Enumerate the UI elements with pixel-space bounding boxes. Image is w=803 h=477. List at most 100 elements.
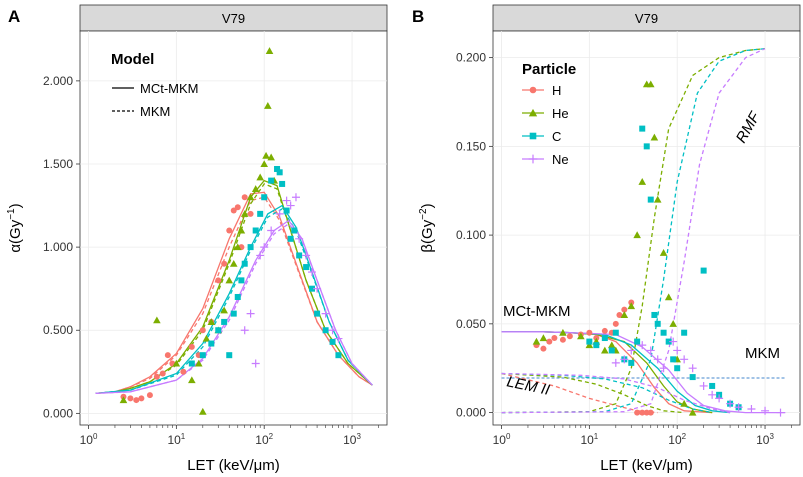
data-point-ne [321, 309, 330, 318]
data-point-c [322, 327, 329, 334]
data-point-c [247, 244, 254, 251]
data-point-h [226, 227, 233, 234]
panel-a-plot-area [79, 30, 388, 426]
data-point-c [681, 329, 688, 336]
lem-curve-he [501, 372, 685, 414]
x-tick-label: 100 [80, 432, 98, 447]
data-point-h [546, 338, 553, 345]
data-point-c [238, 277, 245, 284]
data-point-c [230, 310, 237, 317]
data-point-he [262, 151, 270, 159]
data-point-he [225, 276, 234, 284]
data-point-h [199, 327, 206, 334]
data-point-c [234, 293, 241, 300]
data-point-h [180, 368, 187, 375]
data-point-ne [747, 405, 756, 414]
panel-b-y-axis-label: β(Gy−2) [418, 203, 436, 252]
data-point-c [296, 252, 303, 259]
data-point-h [241, 194, 248, 201]
rmf-curve-c [501, 48, 766, 414]
data-point-c [647, 196, 654, 203]
panel-b-plot-area [492, 30, 801, 426]
data-point-h [164, 352, 171, 359]
legend-entry-ne: Ne [552, 152, 569, 167]
y-tick-label: 0.200 [456, 51, 486, 65]
panel-a-gridlines [80, 31, 387, 425]
data-point-h [153, 373, 160, 380]
data-point-c [252, 227, 259, 234]
panel-b-strip-label: V79 [635, 11, 658, 26]
data-point-h [234, 204, 241, 211]
data-point-he [119, 396, 128, 404]
data-point-c [660, 329, 667, 336]
data-point-h [230, 207, 237, 214]
data-point-h [146, 392, 153, 399]
data-point-c [241, 260, 248, 267]
y-tick-label: 0.000 [43, 406, 73, 420]
data-point-he [680, 399, 688, 407]
data-point-h [616, 311, 623, 318]
y-tick-label: 0.500 [43, 323, 73, 337]
annotation-mctmkm: MCt-MKM [503, 303, 571, 320]
data-point-he [251, 185, 260, 192]
data-point-c [639, 125, 646, 132]
y-tick-label: 0.000 [456, 406, 486, 420]
data-point-c [700, 267, 707, 274]
data-point-h [221, 260, 228, 267]
data-point-c [612, 329, 619, 336]
data-point-c [291, 227, 298, 234]
data-point-ne [726, 399, 735, 408]
data-point-c [314, 310, 321, 317]
data-point-c [279, 180, 286, 187]
panel-a-y-axis-label: α(Gy−1) [6, 203, 24, 252]
data-point-ne [715, 394, 724, 403]
x-tick-label: 101 [167, 432, 185, 447]
data-point-he [659, 249, 668, 256]
data-point-he [220, 306, 228, 314]
data-point-he [559, 328, 567, 336]
data-point-he [153, 316, 161, 324]
x-tick-label: 103 [756, 432, 774, 447]
data-point-ne [240, 326, 249, 335]
data-point-c [335, 352, 342, 359]
data-point-h [138, 395, 145, 402]
data-point-ne [286, 201, 295, 210]
data-point-he [539, 334, 548, 342]
data-point-h [159, 370, 166, 377]
y-tick-label: 1.000 [43, 240, 73, 254]
data-point-he [646, 80, 655, 88]
data-point-c [303, 264, 310, 271]
data-point-c [689, 374, 696, 381]
data-point-ne [669, 337, 678, 346]
panel-a-legend-title: Model [111, 51, 154, 68]
data-point-h [551, 335, 558, 342]
data-point-c [670, 356, 677, 363]
panel-b-x-ticks: 100 101 102 103 [493, 425, 792, 447]
panel-b-x-axis-label: LET (keV/μm) [600, 457, 693, 474]
data-point-ne [761, 406, 770, 415]
legend-entry-h: H [552, 83, 561, 98]
data-point-h [540, 345, 547, 352]
data-point-he [577, 332, 585, 340]
legend-swatch-marker-h [529, 86, 537, 94]
data-point-he [669, 320, 677, 327]
annotation-mkm: MKM [745, 345, 780, 362]
data-point-c [208, 340, 215, 347]
data-point-he [607, 341, 616, 349]
data-point-he [199, 407, 207, 415]
data-point-ne [673, 346, 682, 355]
data-point-ne [260, 243, 269, 252]
data-point-ne [611, 358, 620, 367]
data-point-c [643, 143, 650, 150]
data-point-ne [275, 209, 284, 218]
legend-entry-c: C [552, 129, 561, 144]
data-point-ne [620, 355, 629, 364]
panel-a-label: A [8, 7, 20, 26]
data-point-he [265, 47, 274, 54]
data-point-c [274, 165, 281, 172]
panel-b-y-ticks: 0.000 0.050 0.100 0.150 0.200 [456, 51, 493, 420]
data-point-he [653, 195, 662, 203]
data-point-he [256, 173, 264, 181]
